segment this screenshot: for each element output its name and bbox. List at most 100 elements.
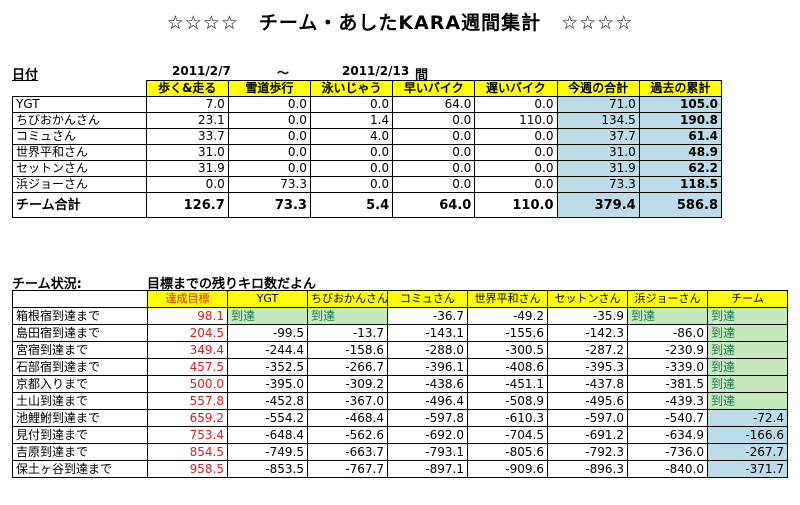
remaining-value: -158.6	[307, 341, 388, 359]
weekly-row: 浜ジョーさん 0.0 73.3 0.0 0.0 0.0 73.3 118.5	[12, 176, 723, 193]
remaining-value: -367.0	[307, 392, 388, 410]
remaining-value: 到達	[707, 358, 788, 376]
weekly-value: 4.0	[309, 128, 394, 145]
status-header-row: 達成目標 YGT ちびおかんさん コミュさん 世界平和さん セットンさん 浜ジョーさん チーム	[12, 290, 788, 308]
remaining-value: -72.4	[707, 409, 788, 427]
remaining-value: -266.7	[307, 358, 388, 376]
date-to: 2011/2/13	[342, 64, 410, 78]
remaining-value: -468.4	[307, 409, 388, 427]
team-total-row: チーム合計 126.7 73.3 5.4 64.0 110.0 379.4 586.8	[12, 192, 723, 218]
weekly-col-header: 泳いじゃう	[309, 80, 394, 97]
weekly-value: 73.3	[227, 176, 311, 193]
weekly-row: コミュさん 33.7 0.0 4.0 0.0 0.0 37.7 61.4	[12, 128, 723, 145]
remaining-value: -508.9	[467, 392, 548, 410]
weekly-col-header: 今週の合計	[556, 80, 640, 97]
team-total-value: 126.7	[145, 192, 229, 218]
date-suffix: 間	[415, 68, 429, 83]
weekly-value: 31.9	[145, 160, 229, 177]
weekly-col-header: 雪道歩行	[227, 80, 311, 97]
remaining-value: -36.7	[387, 307, 468, 325]
remaining-value: -704.5	[467, 426, 548, 444]
weekly-value: 7.0	[145, 96, 229, 113]
remaining-value: -408.6	[467, 358, 548, 376]
weekly-value: 0.0	[227, 160, 311, 177]
team-total-label: チーム合計	[12, 192, 147, 218]
weekly-value: 33.7	[145, 128, 229, 145]
weekly-col-header: 早いバイク	[392, 80, 476, 97]
remaining-value: -767.7	[307, 460, 388, 478]
remaining-value: -99.5	[227, 324, 308, 342]
remaining-value: -495.6	[547, 392, 628, 410]
weekly-value: 1.4	[309, 112, 394, 129]
weekly-value: 61.4	[638, 128, 723, 145]
remaining-value: -897.1	[387, 460, 468, 478]
status-col-header: 浜ジョーさん	[627, 290, 708, 308]
milestone-target: 557.8	[147, 392, 228, 410]
weekly-value: 0.0	[227, 96, 311, 113]
weekly-value: 190.8	[638, 112, 723, 129]
team-total-value: 379.4	[556, 192, 640, 218]
milestone-name: 島田宿到達まで	[12, 324, 148, 342]
milestone-target: 854.5	[147, 443, 228, 461]
date-label: 日付	[12, 68, 39, 83]
milestone-name: 池鯉鮒到達まで	[12, 409, 148, 427]
remaining-value: -381.5	[627, 375, 708, 393]
weekly-value: 48.9	[638, 144, 723, 161]
date-line: 日付 2011/2/7 〜 2011/2/13 間	[12, 64, 722, 83]
weekly-col-header: 遅いバイク	[474, 80, 558, 97]
weekly-value: 0.0	[392, 128, 476, 145]
remaining-value: -13.7	[307, 324, 388, 342]
remaining-distance-table: 達成目標 YGT ちびおかんさん コミュさん 世界平和さん セットンさん 浜ジョーさん チーム…	[12, 290, 788, 478]
milestone-name: 見付到達まで	[12, 426, 148, 444]
weekly-value: 0.0	[227, 144, 311, 161]
weekly-value: 0.0	[474, 128, 558, 145]
status-row: 池鯉鮒到達まで 659.2 -554.2 -468.4 -597.8 -610.3 -597…	[12, 409, 788, 427]
remaining-value: -634.9	[627, 426, 708, 444]
team-total-value: 110.0	[474, 192, 558, 218]
remaining-value: -339.0	[627, 358, 708, 376]
date-from: 2011/2/7	[172, 64, 231, 78]
weekly-value: 0.0	[474, 96, 558, 113]
milestone-target: 204.5	[147, 324, 228, 342]
weekly-value: 31.9	[556, 160, 640, 177]
remaining-value: -692.0	[387, 426, 468, 444]
corner-cell	[12, 80, 147, 97]
milestone-target: 753.4	[147, 426, 228, 444]
status-col-header: セットンさん	[547, 290, 628, 308]
remaining-value: 到達	[707, 392, 788, 410]
remaining-value: -395.3	[547, 358, 628, 376]
remaining-value: -352.5	[227, 358, 308, 376]
status-label: チーム状況:	[12, 277, 82, 292]
weekly-value: 0.0	[309, 96, 394, 113]
milestone-target: 98.1	[147, 307, 228, 325]
status-row: 吉原到達まで 854.5 -749.5 -663.7 -793.1 -805.6 -792.…	[12, 443, 788, 461]
milestone-target: 457.5	[147, 358, 228, 376]
remaining-value: -395.0	[227, 375, 308, 393]
remaining-value: -749.5	[227, 443, 308, 461]
milestone-target: 349.4	[147, 341, 228, 359]
remaining-value: -142.3	[547, 324, 628, 342]
remaining-value: -300.5	[467, 341, 548, 359]
remaining-value: 到達	[707, 341, 788, 359]
remaining-value: -396.1	[387, 358, 468, 376]
weekly-value: 0.0	[309, 160, 394, 177]
remaining-value: -49.2	[467, 307, 548, 325]
weekly-value: 0.0	[309, 144, 394, 161]
member-name: セットンさん	[12, 160, 147, 177]
status-col-header: チーム	[707, 290, 788, 308]
weekly-value: 31.0	[145, 144, 229, 161]
status-row: 箱根宿到達まで 98.1 到達 到達 -36.7 -49.2 -35.9 到達 到達	[12, 307, 788, 325]
remaining-value: -792.3	[547, 443, 628, 461]
weekly-row: ちびおかんさん 23.1 0.0 1.4 0.0 110.0 134.5 190.8	[12, 112, 723, 129]
status-subtitle: 目標までの残りキロ数だよん	[147, 277, 317, 292]
weekly-value: 0.0	[474, 160, 558, 177]
remaining-value: -648.4	[227, 426, 308, 444]
remaining-value: 到達	[307, 307, 388, 325]
remaining-value: -540.7	[627, 409, 708, 427]
status-col-header: 達成目標	[147, 290, 228, 308]
remaining-value: -86.0	[627, 324, 708, 342]
remaining-value: -597.0	[547, 409, 628, 427]
status-col-header: 世界平和さん	[467, 290, 548, 308]
team-total-value: 64.0	[392, 192, 476, 218]
remaining-value: -554.2	[227, 409, 308, 427]
